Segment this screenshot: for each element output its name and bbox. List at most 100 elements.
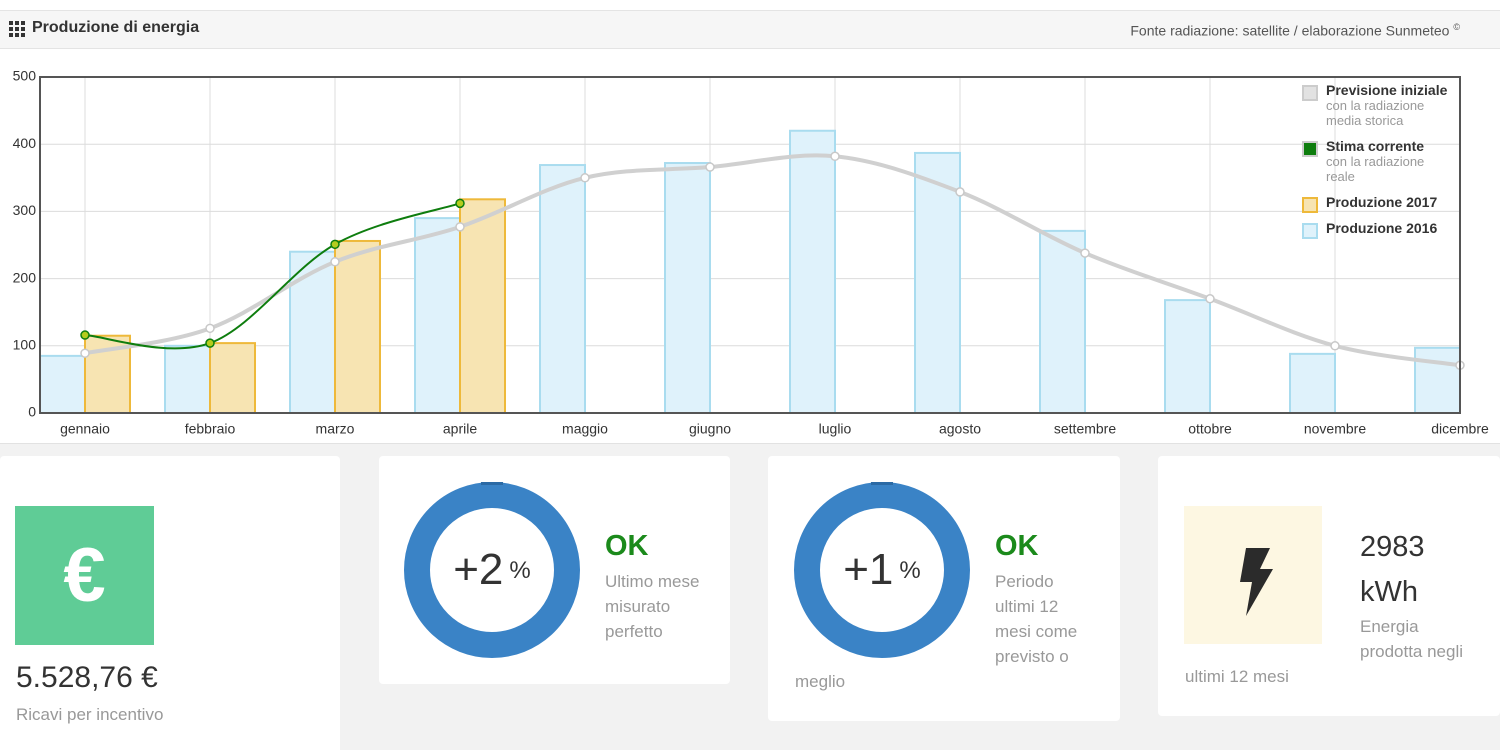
line: prodotta negli — [1360, 642, 1464, 661]
y-tick-label: 100 — [13, 337, 37, 353]
chart: 0 100 200 300 400 500 gennaio febbraio marzo apri… — [13, 68, 1489, 437]
line — [84, 202, 461, 350]
x-tick-label: novembre — [1304, 421, 1366, 437]
x-tick-label: maggio — [562, 421, 608, 437]
x-tick-label: giugno — [689, 421, 731, 437]
bar — [914, 151, 961, 414]
description: Periodo ultimi 12 mesi come previsto o — [995, 569, 1077, 669]
grid-icon — [9, 21, 25, 37]
source: Fonte radiazione: satellite / elaborazio… — [1130, 22, 1460, 39]
x-tick-label: gennaio — [60, 421, 110, 437]
bar — [789, 129, 836, 414]
point — [80, 348, 90, 358]
legend-name: Stima corrente — [1326, 138, 1425, 154]
x-tick-label: marzo — [316, 421, 355, 437]
bar — [334, 239, 381, 414]
legend-swatch — [1302, 141, 1318, 157]
donut-label: +2% — [453, 545, 531, 594]
y-tick-label: 300 — [13, 202, 37, 218]
point — [955, 187, 965, 197]
x-tick-label: aprile — [443, 421, 477, 437]
panel-header: Produzione di energia Fonte radiazione: … — [0, 10, 1500, 49]
legend-swatch — [1302, 85, 1318, 101]
point — [330, 239, 340, 250]
y-tick-label: 500 — [13, 68, 37, 84]
legend-swatch — [1302, 197, 1318, 213]
point — [455, 222, 465, 232]
legend-item: Produzione 2017 — [1300, 194, 1460, 213]
revenue-label: Ricavi per incentivo — [16, 705, 164, 724]
x-tick-label: settembre — [1054, 421, 1116, 437]
legend: Previsione iniziale con la radiazione med… — [1300, 82, 1460, 246]
point — [455, 198, 465, 209]
percent: +2 — [453, 545, 503, 594]
card-month: +2% OK Ultimo mese misurato perfetto — [379, 456, 730, 684]
line — [84, 153, 1461, 368]
card-energy: 2983 kWh Energia prodotta negli ultimi 12… — [1158, 456, 1500, 716]
x-tick-label: dicembre — [1431, 421, 1489, 437]
point — [330, 257, 340, 267]
legend-name: Produzione 2017 — [1326, 194, 1438, 210]
x-tick-label: febbraio — [185, 421, 236, 437]
percent-unit: % — [899, 557, 920, 584]
bolt-icon — [1184, 506, 1322, 644]
plot-border — [39, 76, 1461, 414]
legend-note: con la radiazione reale — [1326, 154, 1425, 184]
x-tick-label: agosto — [939, 421, 981, 437]
point — [1205, 294, 1215, 304]
line: ultimi 12 — [995, 597, 1059, 616]
status: OK — [995, 530, 1039, 562]
line: ultimi 12 mesi — [1185, 667, 1289, 686]
line: Periodo — [995, 572, 1054, 591]
chart-panel: Produzione di energia Fonte radiazione: … — [0, 0, 1500, 444]
description: Energia prodotta negli — [1360, 614, 1463, 664]
bar — [459, 198, 506, 414]
bar — [539, 164, 586, 414]
bar — [1289, 352, 1336, 415]
bar — [209, 342, 256, 414]
line: Ultimo mese — [605, 572, 700, 591]
energy-unit: kWh — [1360, 576, 1418, 608]
line: perfetto — [605, 622, 663, 641]
bar — [1164, 299, 1211, 415]
legend-item: Stima corrente con la radiazione reale — [1300, 138, 1460, 184]
legend-item: Produzione 2016 — [1300, 220, 1460, 239]
euro-icon: € — [15, 506, 154, 645]
description: Ultimo mese misurato perfetto — [605, 569, 699, 644]
line: misurato — [605, 597, 671, 616]
x-tick-label: luglio — [819, 421, 852, 437]
y-tick-label: 0 — [28, 404, 36, 420]
bar — [1039, 229, 1086, 414]
bar — [414, 217, 461, 414]
point — [1330, 341, 1340, 351]
donut-label: +1% — [843, 545, 921, 594]
legend-name: Produzione 2016 — [1326, 220, 1438, 236]
bar — [289, 250, 336, 414]
source-text: Fonte radiazione: satellite / elaborazio… — [1130, 22, 1450, 39]
card-year: +1% OK Periodo ultimi 12 mesi come previsto… — [768, 456, 1120, 721]
bar — [164, 344, 211, 414]
line: Energia — [1360, 617, 1419, 636]
revenue-value: 5.528,76 € — [16, 661, 158, 694]
panel-title: Produzione di energia — [32, 19, 200, 36]
legend-swatch — [1302, 223, 1318, 239]
point — [205, 338, 215, 348]
point — [830, 151, 840, 162]
donut: +1% — [794, 482, 970, 658]
source-mark: © — [1453, 22, 1460, 32]
percent: +1 — [843, 545, 893, 594]
y-tick-label: 400 — [13, 135, 37, 151]
y-tick-label: 200 — [13, 269, 37, 285]
line: mesi come — [995, 622, 1078, 641]
donut: +2% — [404, 482, 580, 658]
legend-note: con la radiazione media storica — [1326, 98, 1425, 128]
point — [580, 173, 590, 183]
card-revenue: € 5.528,76 € Ricavi per incentivo — [0, 456, 340, 750]
status: OK — [605, 530, 649, 562]
legend-item: Previsione iniziale con la radiazione med… — [1300, 82, 1460, 128]
legend-name: Previsione iniziale — [1326, 82, 1448, 98]
energy-value: 2983 — [1360, 531, 1425, 563]
bar — [39, 354, 86, 415]
bar — [1414, 346, 1461, 415]
